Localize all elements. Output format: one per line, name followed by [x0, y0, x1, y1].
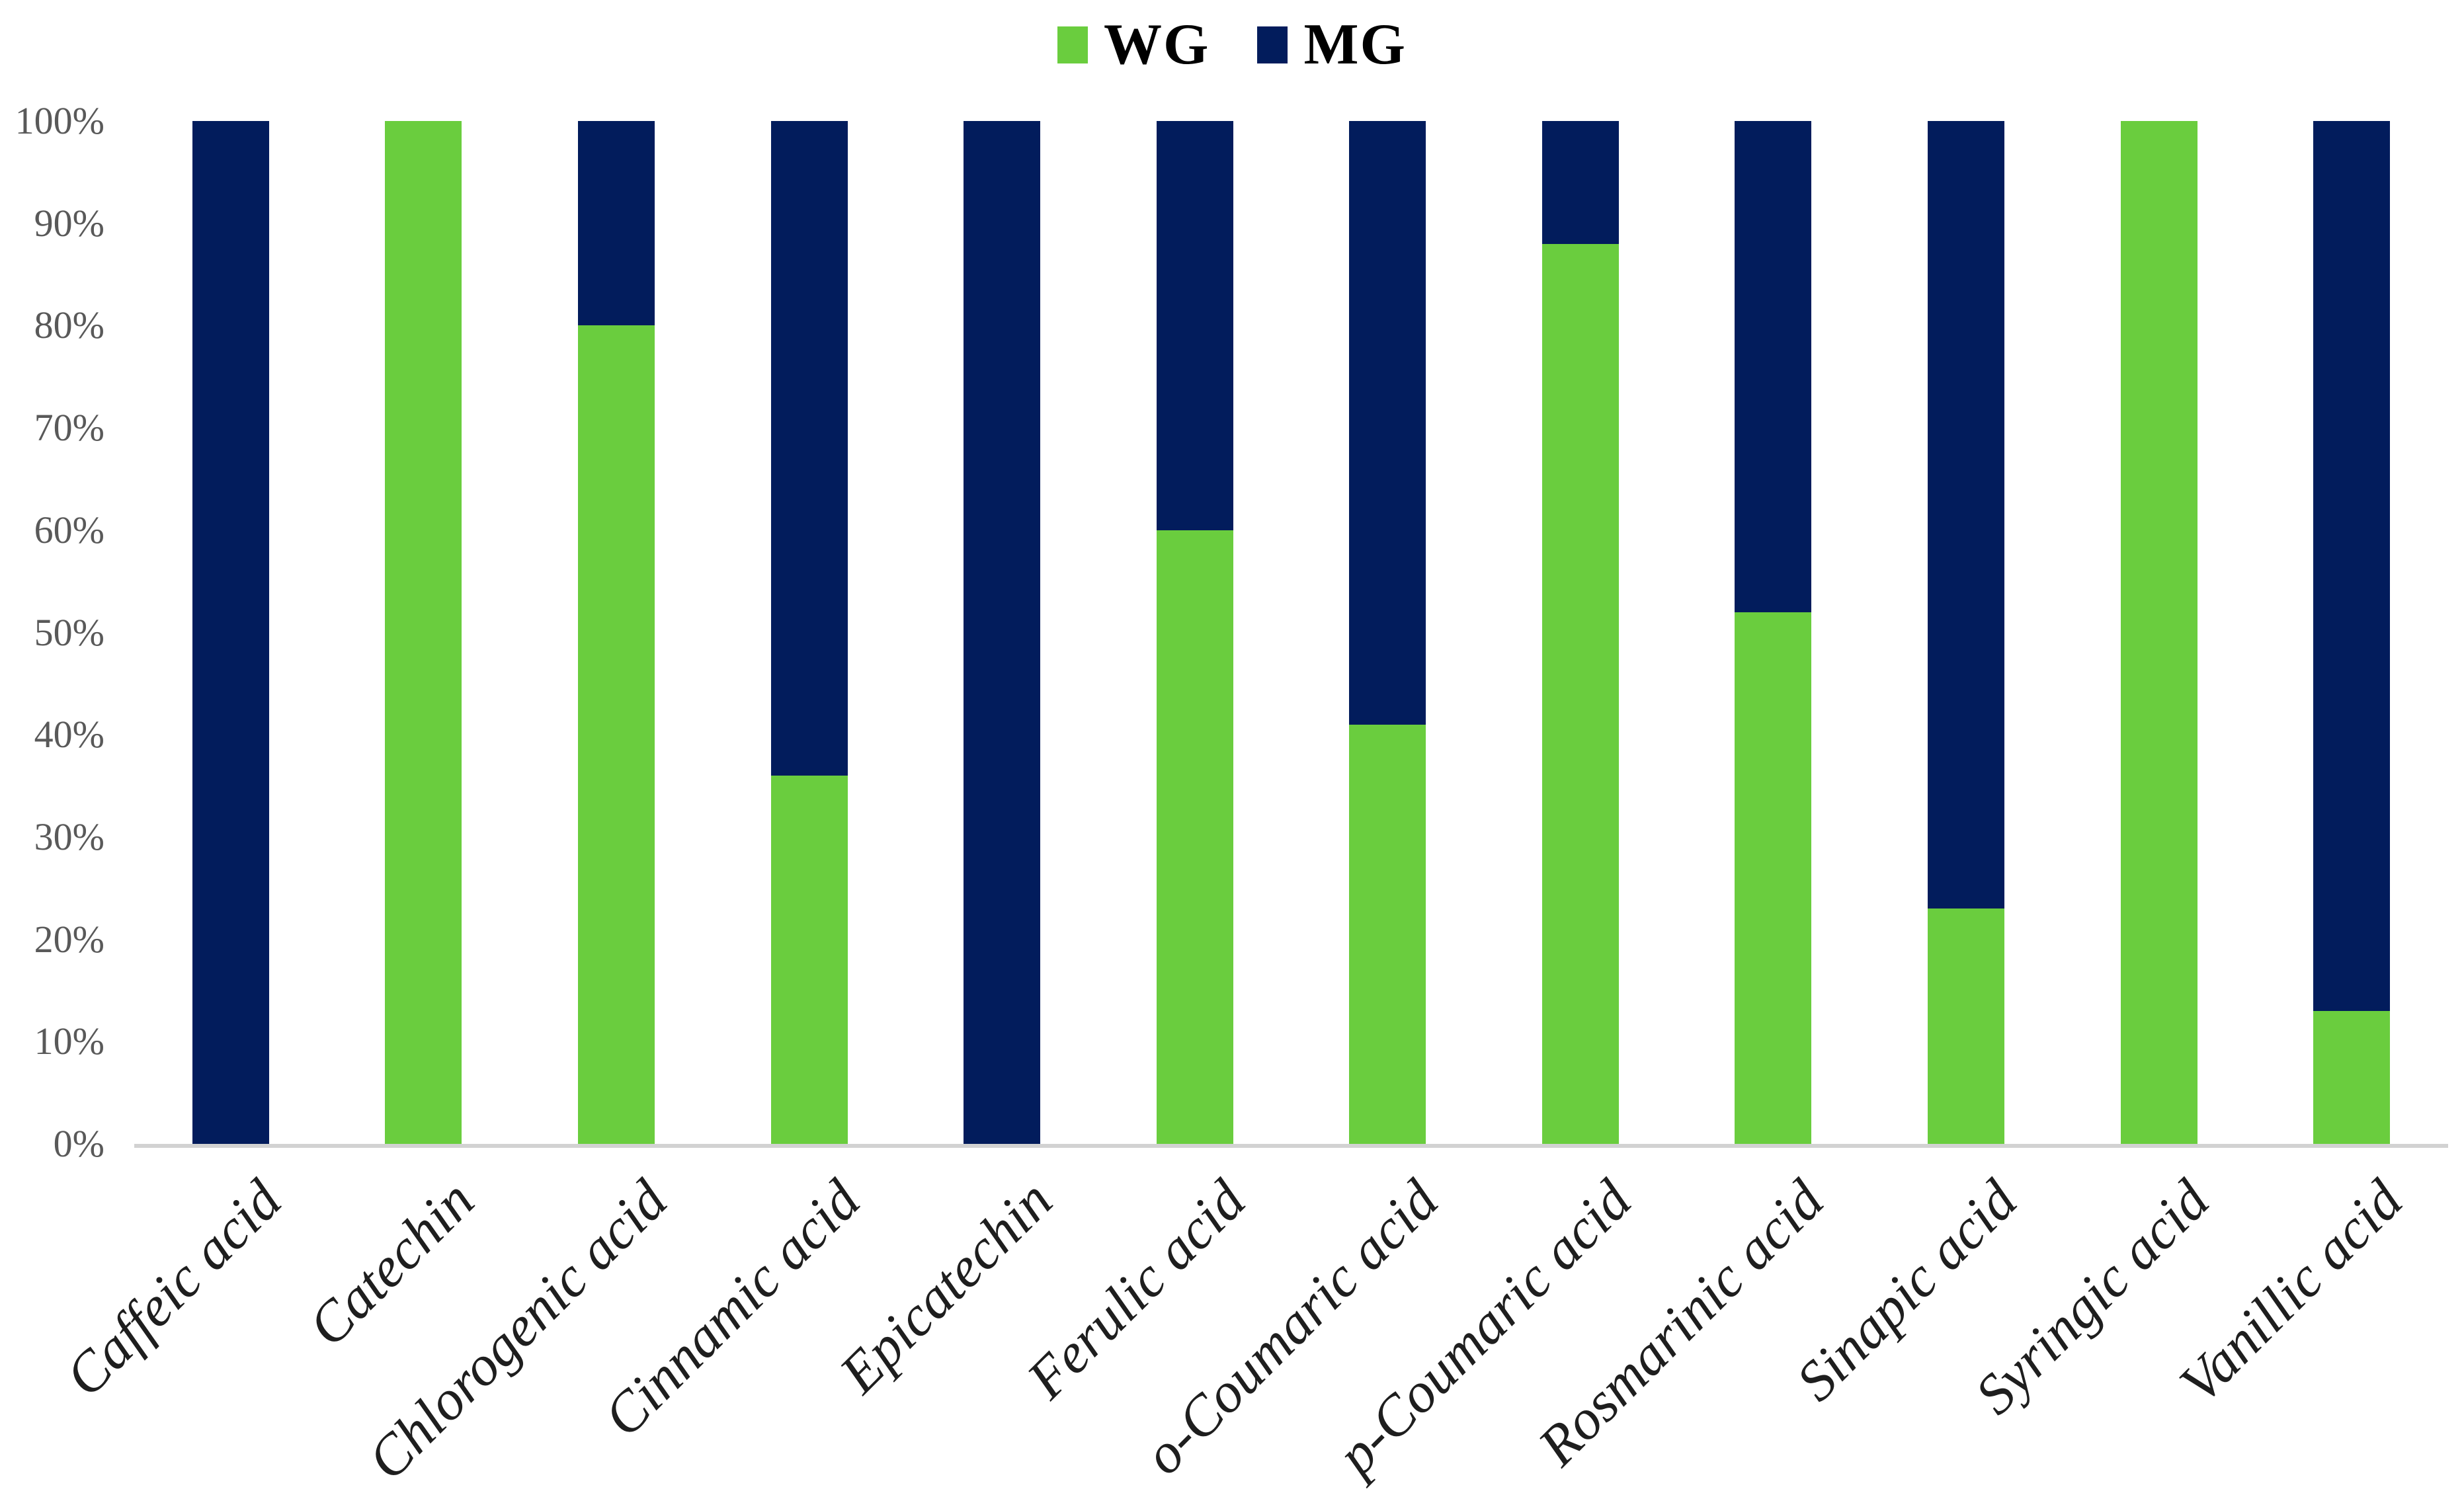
y-axis-tick-label: 30% [34, 815, 104, 858]
x-axis-label: Catechin [296, 1168, 486, 1358]
bar-segment-wg-1 [385, 121, 462, 1144]
bar-segment-mg-6 [1349, 121, 1426, 725]
bar-epicatechin [964, 121, 1041, 1144]
y-axis-tick-label: 70% [34, 406, 104, 450]
bar-segment-mg-0 [192, 121, 269, 1144]
y-axis-tick-label: 40% [34, 713, 104, 756]
legend-item-wg: WG [1057, 16, 1210, 74]
bar-sinapic-acid [1928, 121, 2005, 1144]
chart-legend: WG MG [1057, 16, 1407, 74]
y-axis-tick-label: 50% [34, 610, 104, 654]
bar-vanillic-acid [2313, 121, 2391, 1144]
legend-label-wg: WG [1104, 13, 1210, 77]
bar-cinnamic-acid [770, 121, 848, 1144]
bar-segment-mg-7 [1541, 121, 1619, 244]
bar-segment-wg-5 [1156, 530, 1233, 1144]
bar-segment-wg-6 [1349, 724, 1426, 1144]
y-axis-tick-label: 100% [15, 99, 104, 143]
y-axis: 0% 10% 20% 30% 40% 50% 60% 70% 80% 90% 100% [0, 100, 104, 1165]
bar-chlorogenic-acid [577, 121, 655, 1144]
bar-segment-wg-3 [770, 776, 848, 1144]
bar-segment-mg-11 [2313, 121, 2391, 1011]
bar-rosmarinic-acid [1735, 121, 1812, 1144]
legend-label-mg: MG [1303, 13, 1407, 77]
bar-o-coumaric-acid [1349, 121, 1426, 1144]
bar-segment-wg-2 [577, 325, 655, 1144]
bar-segment-wg-9 [1928, 908, 2005, 1144]
bar-segment-mg-9 [1928, 121, 2005, 909]
bar-ferulic-acid [1156, 121, 1233, 1144]
bar-segment-mg-3 [770, 121, 848, 776]
bar-segment-wg-11 [2313, 1010, 2391, 1144]
y-axis-tick-label: 20% [34, 917, 104, 961]
x-axis-label: Caffeic acid [52, 1168, 294, 1408]
legend-item-mg: MG [1257, 16, 1407, 74]
bar-segment-mg-5 [1156, 121, 1233, 530]
bar-segment-mg-8 [1735, 121, 1812, 612]
y-axis-tick-label: 80% [34, 303, 104, 347]
y-axis-tick-label: 90% [34, 201, 104, 245]
bar-syringic-acid [2120, 121, 2197, 1144]
legend-swatch-wg-icon [1057, 26, 1088, 63]
bar-segment-wg-8 [1735, 612, 1812, 1144]
bar-segment-wg-7 [1541, 243, 1619, 1144]
y-axis-tick-label: 0% [53, 1122, 104, 1166]
bar-caffeic-acid [192, 121, 269, 1144]
bar-segment-wg-10 [2120, 121, 2197, 1144]
y-axis-tick-label: 60% [34, 508, 104, 551]
bar-catechin [385, 121, 462, 1144]
y-axis-tick-label: 10% [34, 1020, 104, 1063]
legend-swatch-mg-icon [1257, 26, 1288, 63]
x-axis: Caffeic acid Catechin Chlorogenic acid Cinn… [53, 1148, 2448, 1493]
plot-area [134, 121, 2448, 1148]
bar-segment-mg-4 [964, 121, 1041, 1144]
bar-p-coumaric-acid [1541, 121, 1619, 1144]
bar-segment-mg-2 [577, 121, 655, 326]
